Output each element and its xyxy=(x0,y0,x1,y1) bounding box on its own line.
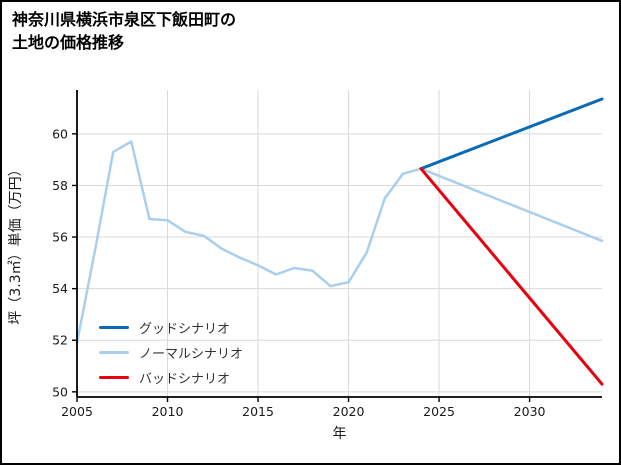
legend-item-bad: バッドシナリオ xyxy=(99,368,243,387)
legend-label-normal: ノーマルシナリオ xyxy=(139,347,244,362)
x-tick-label: 2005 xyxy=(61,404,93,419)
legend-swatch-good xyxy=(99,326,129,329)
chart-legend: グッドシナリオ ノーマルシナリオ バッドシナリオ xyxy=(99,318,243,387)
legend-swatch-normal xyxy=(99,351,129,354)
legend-item-normal: ノーマルシナリオ xyxy=(99,343,243,362)
chart-title: 神奈川県横浜市泉区下飯田町の 土地の価格推移 xyxy=(12,8,236,54)
x-tick-label: 2030 xyxy=(514,404,546,419)
y-tick-label: 52 xyxy=(52,333,68,348)
chart-title-line2: 土地の価格推移 xyxy=(12,33,125,53)
legend-label-bad: バッドシナリオ xyxy=(139,372,231,387)
x-tick-label: 2020 xyxy=(333,404,365,419)
legend-item-good: グッドシナリオ xyxy=(99,318,243,337)
legend-label-good: グッドシナリオ xyxy=(139,322,231,337)
legend-swatch-bad xyxy=(99,376,129,379)
series-line-normal xyxy=(75,140,604,345)
y-axis-label: 坪（3.3㎡）単価（万円） xyxy=(8,162,24,324)
y-tick-label: 58 xyxy=(52,178,68,193)
x-axis-label: 年 xyxy=(333,426,347,442)
y-tick-label: 56 xyxy=(52,230,68,245)
x-tick-label: 2015 xyxy=(242,404,274,419)
series-line-good xyxy=(419,97,604,171)
x-tick-label: 2010 xyxy=(152,404,184,419)
chart-title-line1: 神奈川県横浜市泉区下飯田町の xyxy=(12,10,237,29)
series-line-bad xyxy=(419,167,604,386)
y-tick-label: 54 xyxy=(52,281,68,296)
y-tick-label: 50 xyxy=(52,384,68,399)
y-tick-label: 60 xyxy=(52,126,68,141)
x-tick-label: 2025 xyxy=(423,404,455,419)
